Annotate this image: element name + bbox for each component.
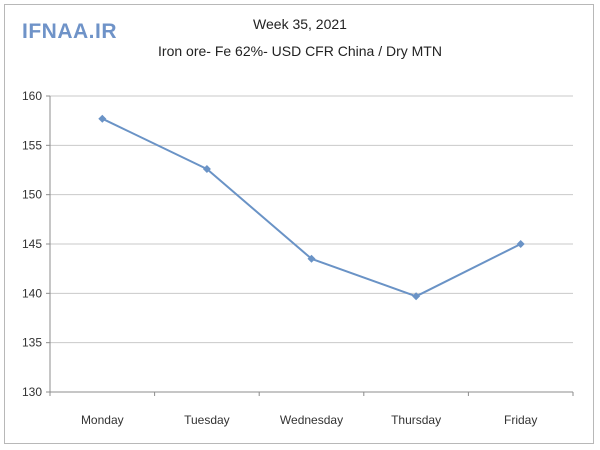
data-point <box>412 292 421 301</box>
chart-frame <box>4 4 594 444</box>
y-tick-label: 160 <box>22 89 42 103</box>
y-tick-label: 145 <box>22 237 42 251</box>
x-tick-label: Wednesday <box>280 413 343 427</box>
data-series <box>98 114 525 301</box>
y-tick-label: 155 <box>22 138 42 152</box>
data-point <box>202 165 211 174</box>
gridlines <box>50 95 573 393</box>
y-tick-label: 135 <box>22 336 42 350</box>
y-tick-label: 150 <box>22 188 42 202</box>
watermark-logo: IFNAA.IR <box>22 20 117 43</box>
data-point <box>516 240 525 248</box>
chart-subtitle: Iron ore- Fe 62%- USD CFR China / Dry MT… <box>158 43 442 59</box>
y-tick-label: 140 <box>22 286 42 300</box>
data-point <box>307 254 316 263</box>
y-tick-label: 130 <box>22 385 42 399</box>
data-point <box>98 114 107 123</box>
x-tick-label: Tuesday <box>184 413 230 427</box>
x-tick-label: Friday <box>504 413 537 427</box>
axes <box>46 95 574 396</box>
y-tick-labels: 130 135 140 145 150 155 160 <box>22 89 42 399</box>
x-tick-label: Thursday <box>391 413 441 427</box>
x-tick-labels: Monday Tuesday Wednesday Thursday Friday <box>81 413 537 427</box>
x-tick-label: Monday <box>81 413 124 427</box>
chart-title: Week 35, 2021 <box>253 16 347 32</box>
